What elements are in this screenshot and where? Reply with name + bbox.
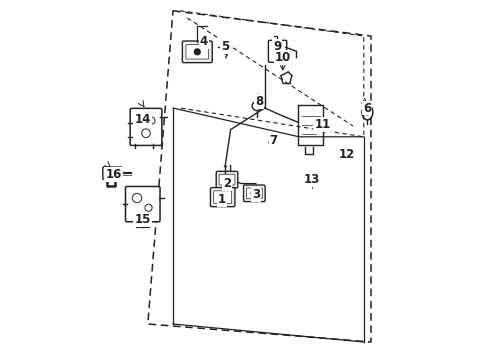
Text: 16: 16	[105, 168, 122, 181]
FancyBboxPatch shape	[103, 167, 122, 179]
Text: 14: 14	[134, 113, 150, 126]
FancyBboxPatch shape	[130, 108, 162, 145]
Text: 3: 3	[252, 188, 260, 201]
Circle shape	[251, 191, 256, 195]
Text: 5: 5	[221, 40, 229, 53]
Text: 2: 2	[223, 177, 231, 190]
Text: 9: 9	[273, 40, 282, 53]
Text: 7: 7	[270, 134, 278, 147]
Text: 1: 1	[218, 193, 226, 206]
Text: 15: 15	[134, 213, 150, 226]
Circle shape	[195, 49, 200, 55]
Text: 8: 8	[255, 95, 264, 108]
FancyBboxPatch shape	[186, 45, 209, 59]
FancyBboxPatch shape	[216, 171, 238, 188]
Text: 12: 12	[339, 148, 355, 161]
Circle shape	[219, 194, 224, 199]
Circle shape	[255, 104, 259, 108]
FancyBboxPatch shape	[210, 188, 235, 207]
FancyBboxPatch shape	[269, 40, 287, 62]
Text: 11: 11	[314, 118, 331, 131]
Text: 13: 13	[303, 173, 319, 186]
FancyBboxPatch shape	[219, 174, 235, 185]
FancyBboxPatch shape	[214, 191, 232, 203]
FancyBboxPatch shape	[125, 186, 160, 222]
FancyBboxPatch shape	[246, 188, 262, 199]
FancyBboxPatch shape	[244, 185, 265, 202]
Text: 4: 4	[199, 35, 208, 48]
Circle shape	[223, 177, 227, 182]
FancyBboxPatch shape	[182, 41, 212, 63]
Text: 10: 10	[275, 51, 291, 64]
Text: 6: 6	[363, 102, 371, 114]
